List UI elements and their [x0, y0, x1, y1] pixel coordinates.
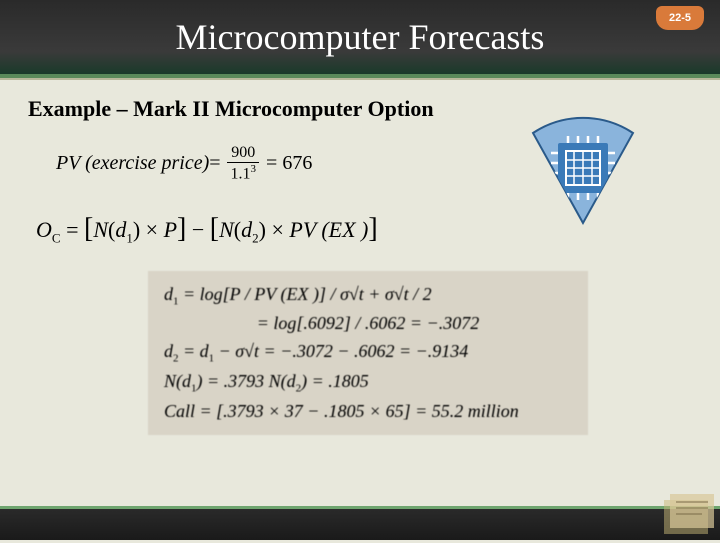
calc-line-2: = log[.6092] / .6062 = −.3072	[164, 310, 572, 338]
calc-line-3: d2 = d1 − σ√t = −.3072 − .6062 = −.9134	[164, 338, 572, 368]
microchip-icon	[518, 108, 648, 243]
slide-header: Microcomputer Forecasts	[0, 0, 720, 78]
slide-body: Example – Mark II Microcomputer Option	[0, 78, 720, 453]
calculation-block: d1 = log[P / PV (EX )] / σ√t + σ√t / 2 =…	[148, 271, 588, 436]
page-number-badge: 22-5	[656, 6, 704, 30]
calc-line-4: N(d1) = .3793 N(d2) = .1805	[164, 368, 572, 398]
calc-line-5: Call = [.3793 × 37 − .1805 × 65] = 55.2 …	[164, 398, 572, 426]
eq1-fraction: 900 1.13	[227, 144, 261, 183]
slide-title: Microcomputer Forecasts	[176, 16, 545, 58]
eq1-equals: =	[209, 152, 220, 175]
corner-decoration-icon	[662, 490, 716, 538]
calc-line-1: d1 = log[P / PV (EX )] / σ√t + σ√t / 2	[164, 281, 572, 311]
eq1-denominator: 1.13	[227, 163, 261, 183]
slide-footer	[0, 506, 720, 540]
eq1-result: = 676	[266, 152, 312, 175]
eq1-lhs: PV (exercise price)	[56, 152, 209, 175]
eq1-numerator: 900	[227, 144, 259, 163]
